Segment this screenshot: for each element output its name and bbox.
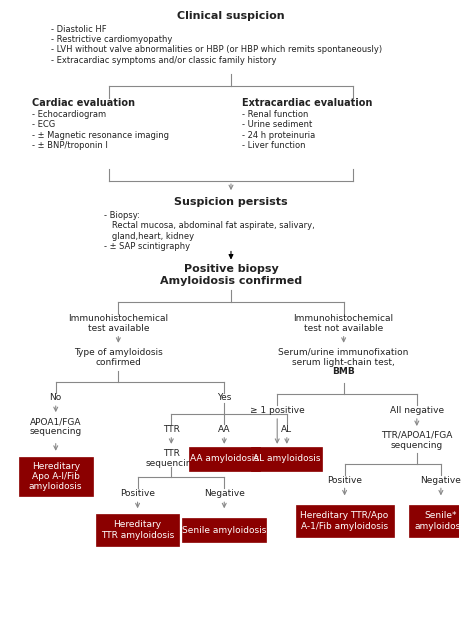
Text: TTR: TTR (163, 425, 180, 434)
Text: Senile*
amyloidosis: Senile* amyloidosis (414, 511, 468, 531)
Text: - Diastolic HF
- Restrictive cardiomyopathy
- LVH without valve abnormalities or: - Diastolic HF - Restrictive cardiomyopa… (51, 25, 382, 65)
Text: Serum/urine immunofixation
serum light-chain test,: Serum/urine immunofixation serum light-c… (278, 348, 409, 367)
Text: TTR
sequencing: TTR sequencing (145, 448, 197, 468)
Text: Extracardiac evaluation: Extracardiac evaluation (242, 98, 372, 108)
Text: All negative: All negative (390, 406, 444, 415)
Text: - Biopsy:
   Rectal mucosa, abdominal fat aspirate, salivary,
   gland,heart, ki: - Biopsy: Rectal mucosa, abdominal fat a… (104, 211, 315, 251)
Text: AA amyloidosis: AA amyloidosis (190, 454, 259, 463)
Text: Negative: Negative (420, 475, 461, 485)
Text: ≥ 1 positive: ≥ 1 positive (250, 406, 305, 415)
Text: - Echocardiogram
- ECG
- ± Magnetic resonance imaging
- ± BNP/troponin I: - Echocardiogram - ECG - ± Magnetic reso… (32, 110, 169, 150)
Text: APOA1/FGA
sequencing: APOA1/FGA sequencing (29, 417, 82, 437)
FancyBboxPatch shape (251, 447, 322, 471)
Text: Hereditary
Apo A-I/Fib
amyloidosis: Hereditary Apo A-I/Fib amyloidosis (29, 462, 82, 491)
Text: Clinical suspicion: Clinical suspicion (177, 11, 285, 21)
Text: Immunohistochemical
test available: Immunohistochemical test available (68, 314, 168, 333)
Text: Positive: Positive (120, 490, 155, 498)
Text: Hereditary
TTR amyloidosis: Hereditary TTR amyloidosis (101, 521, 174, 540)
Text: Hereditary TTR/Apo
A-1/Fib amyloidosis: Hereditary TTR/Apo A-1/Fib amyloidosis (301, 511, 389, 531)
FancyBboxPatch shape (182, 518, 266, 542)
Text: Negative: Negative (204, 490, 245, 498)
Text: AL amyloidosis: AL amyloidosis (253, 454, 320, 463)
Text: No: No (50, 393, 62, 402)
Text: Positive biopsy: Positive biopsy (183, 264, 278, 274)
Text: AA: AA (218, 425, 230, 434)
Text: Senile amyloidosis: Senile amyloidosis (182, 526, 266, 534)
Text: Amyloidosis confirmed: Amyloidosis confirmed (160, 276, 302, 286)
FancyBboxPatch shape (189, 447, 260, 471)
FancyBboxPatch shape (96, 514, 180, 546)
FancyBboxPatch shape (409, 505, 473, 537)
Text: Immunohistochemical
test not available: Immunohistochemical test not available (293, 314, 394, 333)
Text: Cardiac evaluation: Cardiac evaluation (32, 98, 135, 108)
Text: - Renal function
- Urine sediment
- 24 h proteinuria
- Liver function: - Renal function - Urine sediment - 24 h… (242, 110, 315, 150)
Text: Suspicion persists: Suspicion persists (174, 197, 288, 207)
Text: BMB: BMB (332, 368, 355, 376)
Text: AL: AL (281, 425, 292, 434)
Text: Type of amyloidosis
confirmed: Type of amyloidosis confirmed (74, 348, 163, 367)
FancyBboxPatch shape (18, 457, 93, 496)
Text: Positive: Positive (327, 475, 362, 485)
Text: TTR/APOA1/FGA
sequencing: TTR/APOA1/FGA sequencing (381, 431, 453, 450)
FancyBboxPatch shape (295, 505, 394, 537)
Text: Yes: Yes (217, 393, 231, 402)
